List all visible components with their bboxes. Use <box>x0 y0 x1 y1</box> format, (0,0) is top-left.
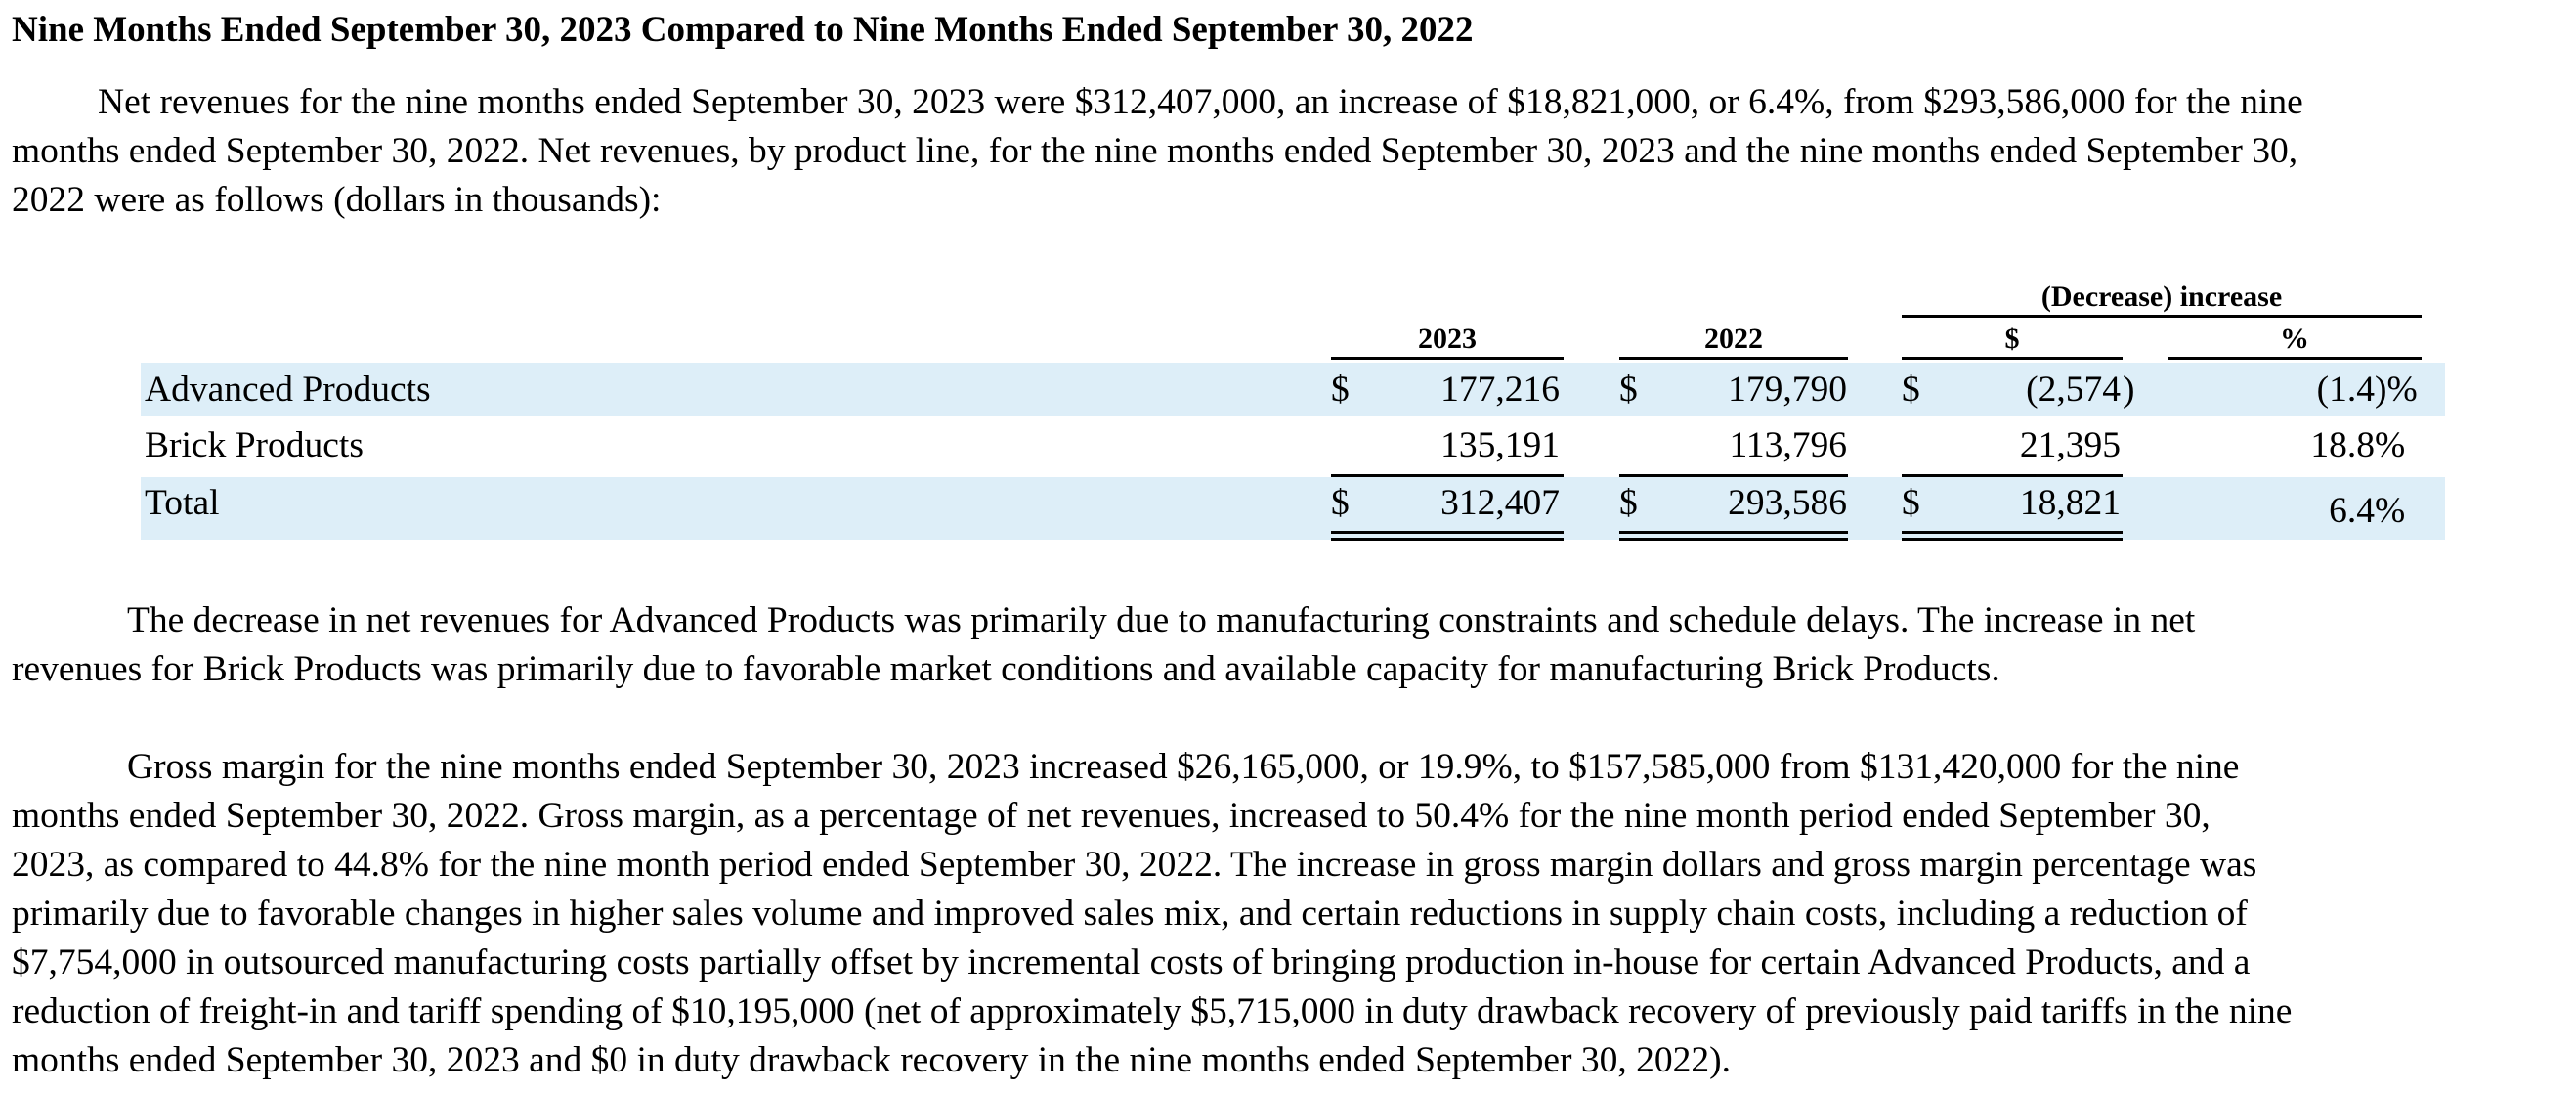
row-label: Advanced Products <box>145 370 431 410</box>
column-header-percent-change: % <box>2280 323 2309 355</box>
row-band-total <box>141 477 2445 540</box>
subtotal-rule-2023 <box>1331 474 1564 477</box>
paragraph-line: primarily due to favorable changes in hi… <box>12 894 2248 934</box>
value-change: 21,395 <box>2019 425 2121 465</box>
value-percent-suffix: )% <box>2375 370 2418 410</box>
value-2023: 312,407 <box>1440 483 1560 523</box>
total-double-rule-2023 <box>1331 538 1564 541</box>
header-rule-dollar <box>1902 357 2123 360</box>
column-header-dollar-change: $ <box>2004 323 2020 355</box>
currency-symbol: $ <box>1331 483 1350 523</box>
value-percent: 6.4 <box>2329 491 2375 531</box>
row-label: Total <box>145 483 220 523</box>
paragraph-line: $7,754,000 in outsourced manufacturing c… <box>12 942 2251 983</box>
paragraph-line: The decrease in net revenues for Advance… <box>127 600 2196 640</box>
paragraph-line: Gross margin for the nine months ended S… <box>127 747 2240 787</box>
total-double-rule-2022 <box>1619 531 1848 534</box>
paragraph-net-revenues: Net revenues for the nine months ended S… <box>12 78 2568 225</box>
row-label: Brick Products <box>145 425 364 465</box>
row-band-advanced <box>141 363 2445 416</box>
group-header-decrease-increase: (Decrease) increase <box>2040 281 2283 313</box>
value-change: 18,821 <box>2019 483 2121 523</box>
value-2023: 177,216 <box>1440 370 1560 410</box>
header-rule-2023 <box>1331 357 1564 360</box>
paragraph-line: 2023, as compared to 44.8% for the nine … <box>12 845 2257 885</box>
subtotal-rule-dollar <box>1902 474 2123 477</box>
currency-symbol: $ <box>1619 483 1638 523</box>
header-rule-percent <box>2168 357 2422 360</box>
group-header-rule <box>1902 315 2422 318</box>
value-change: (2,574 <box>2026 370 2121 410</box>
value-percent-suffix: % <box>2375 425 2406 465</box>
total-double-rule-dollar <box>1902 538 2123 541</box>
currency-symbol: $ <box>1902 370 1920 410</box>
column-header-2022: 2022 <box>1704 323 1763 355</box>
paragraph-line: revenues for Brick Products was primaril… <box>12 649 2000 689</box>
value-2022: 179,790 <box>1728 370 1847 410</box>
subtotal-rule-2022 <box>1619 474 1848 477</box>
value-2022: 293,586 <box>1728 483 1847 523</box>
paragraph-line: reduction of freight-in and tariff spend… <box>12 991 2293 1031</box>
paragraph-line: months ended September 30, 2023 and $0 i… <box>12 1040 1731 1080</box>
section-heading: Nine Months Ended September 30, 2023 Com… <box>12 10 1474 50</box>
currency-symbol: $ <box>1902 483 1920 523</box>
header-rule-2022 <box>1619 357 1848 360</box>
currency-symbol: $ <box>1331 370 1350 410</box>
total-double-rule-dollar <box>1902 531 2123 534</box>
paragraph-line: months ended September 30, 2022. Net rev… <box>12 131 2298 171</box>
value-change-close: ) <box>2123 370 2135 410</box>
value-2022: 113,796 <box>1729 425 1847 465</box>
paragraph-line: 2022 were as follows (dollars in thousan… <box>12 180 662 220</box>
total-double-rule-2022 <box>1619 538 1848 541</box>
paragraph-gross-margin: Gross margin for the nine months ended S… <box>12 743 2568 1085</box>
net-revenues-table: (Decrease) increase 2023 2022 $ % Advanc… <box>141 281 2445 541</box>
value-percent: 18.8 <box>2310 425 2375 465</box>
total-double-rule-2023 <box>1331 531 1564 534</box>
currency-symbol: $ <box>1619 370 1638 410</box>
column-header-2023: 2023 <box>1418 323 1477 355</box>
value-percent-suffix: % <box>2375 491 2406 531</box>
value-2023: 135,191 <box>1440 425 1560 465</box>
paragraph-line: months ended September 30, 2022. Gross m… <box>12 796 2211 836</box>
paragraph-revenue-explanation: The decrease in net revenues for Advance… <box>12 596 2568 694</box>
paragraph-line: Net revenues for the nine months ended S… <box>98 82 2303 122</box>
value-percent: (1.4 <box>2316 370 2375 410</box>
